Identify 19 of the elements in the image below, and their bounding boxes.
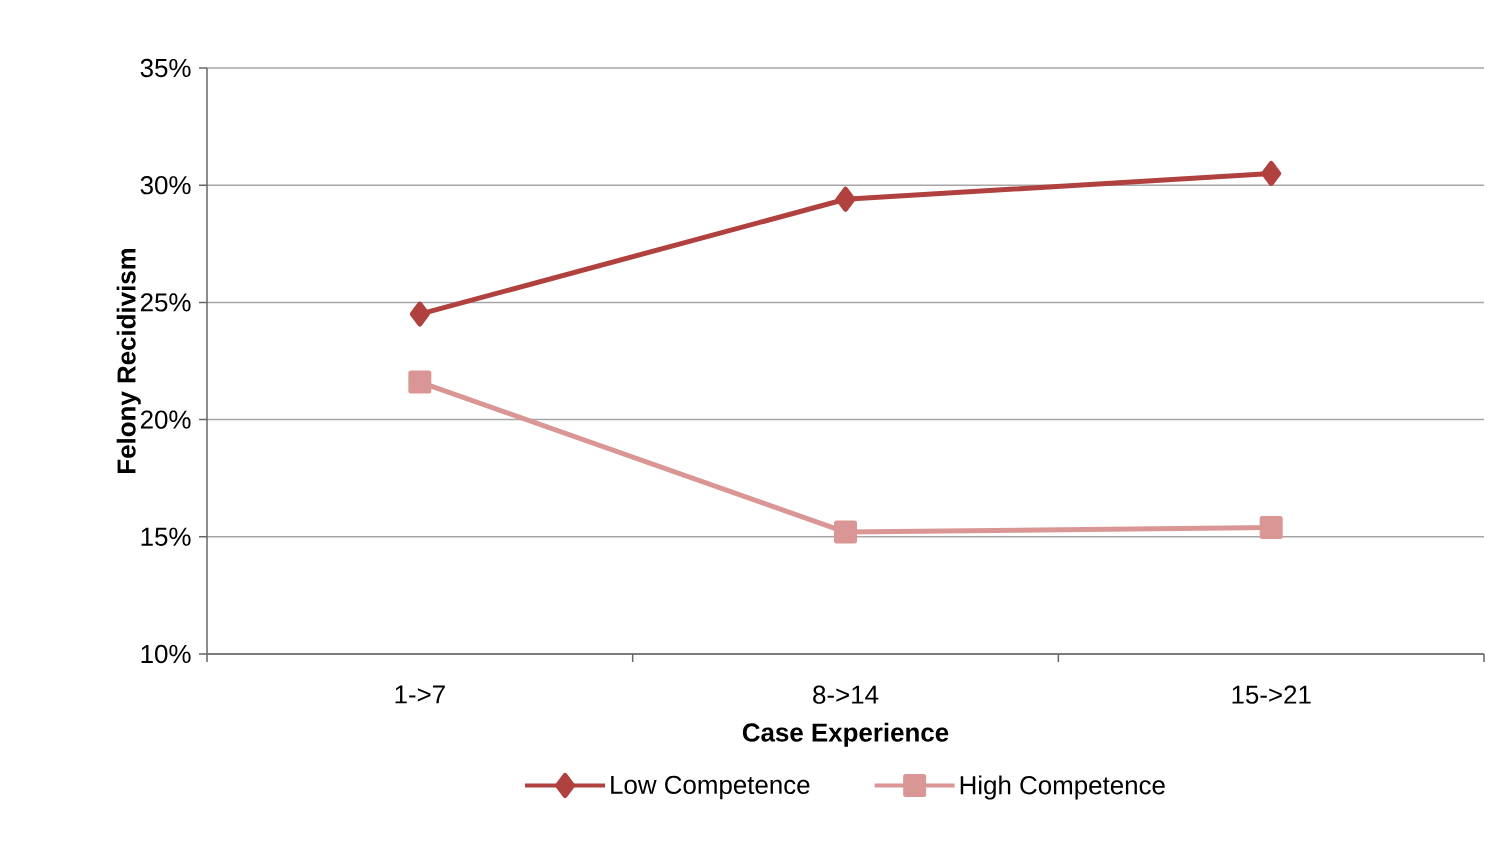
point bbox=[1259, 515, 1283, 539]
y-tick-label: 10% bbox=[141, 644, 191, 664]
x-tick-label: 15->21 bbox=[1232, 685, 1311, 704]
point bbox=[408, 370, 432, 394]
x-axis-title: Case Experience bbox=[742, 722, 949, 747]
point bbox=[1261, 160, 1282, 186]
y-tick-label: 15% bbox=[141, 527, 191, 546]
y-tick-label: 25% bbox=[140, 293, 191, 312]
legend-label: High Competence bbox=[960, 775, 1165, 800]
y-tick-label: 20% bbox=[140, 410, 191, 429]
y-axis-title: Felony Recidivism bbox=[116, 248, 141, 473]
x-tick-label: 8->14 bbox=[813, 685, 879, 704]
point bbox=[835, 186, 856, 212]
y-tick-label: 35% bbox=[140, 58, 191, 78]
point bbox=[409, 301, 430, 327]
y-tick-label: 30% bbox=[140, 176, 191, 195]
point bbox=[834, 520, 858, 544]
x-tick-label: 1->7 bbox=[395, 685, 445, 704]
legend-label: Low Competence bbox=[611, 775, 810, 800]
